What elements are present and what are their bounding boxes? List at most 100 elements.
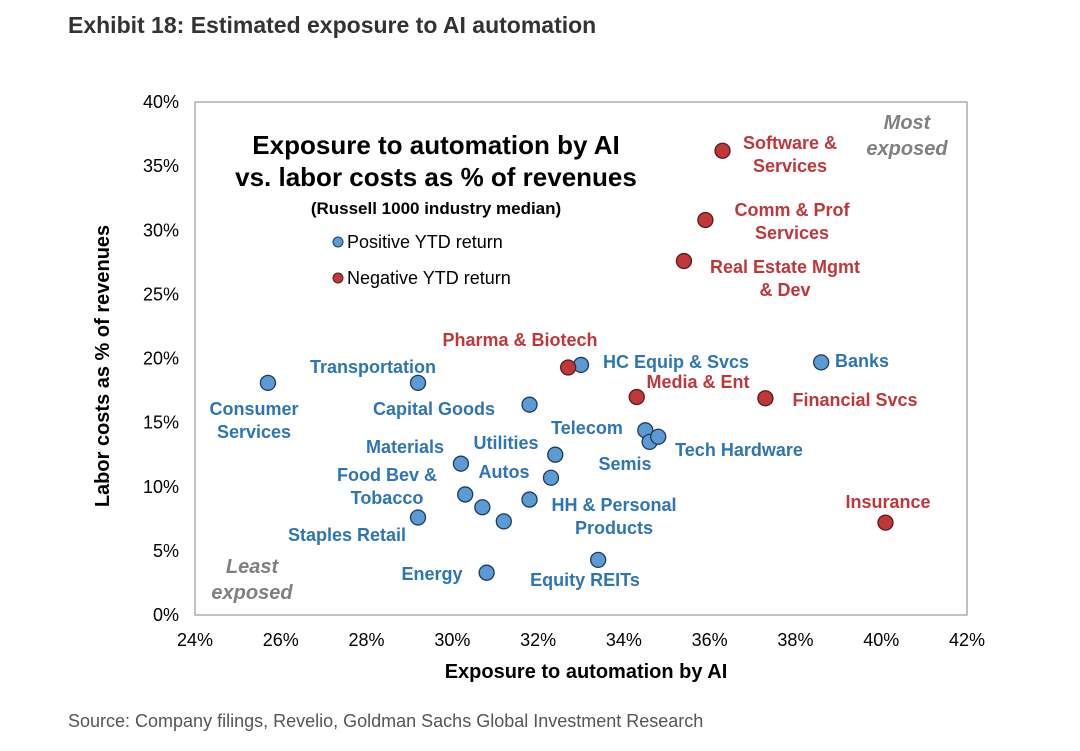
x-tick-label: 26% [263, 630, 299, 650]
point-label-line: Comm & Prof [734, 200, 850, 220]
chart-title-line-1: Exposure to automation by AI [252, 130, 619, 160]
legend-marker-negative [332, 272, 344, 284]
point-label: HH & Personal Products [551, 495, 676, 538]
data-point-13 [495, 513, 512, 530]
point-label-line: Products [575, 518, 653, 538]
point-label: Semis [598, 454, 651, 474]
data-point-0 [259, 374, 277, 392]
legend: Positive YTD return Negative YTD return [332, 232, 511, 288]
point-label-line: HH & Personal [551, 495, 676, 515]
point-label-line: Banks [835, 351, 889, 371]
point-label-line: Semis [598, 454, 651, 474]
data-point-22 [628, 388, 645, 406]
data-point-16 [478, 564, 495, 581]
x-tick-label: 36% [692, 630, 728, 650]
data-point-19 [697, 211, 714, 229]
point-label-line: Real Estate Mgmt [710, 257, 860, 277]
point-label-line: Services [217, 422, 291, 442]
point-label: Tech Hardware [675, 440, 803, 460]
point-label-line: Materials [366, 437, 444, 457]
point-label-line: Pharma & Biotech [442, 330, 597, 350]
point-label-line: Software & [743, 133, 837, 153]
point-label-line: Energy [401, 564, 462, 584]
legend-label-positive: Positive YTD return [347, 232, 503, 252]
x-tick-label: 34% [606, 630, 642, 650]
y-tick-label: 20% [143, 349, 179, 369]
data-point-10 [452, 455, 470, 472]
data-point-20 [675, 252, 693, 270]
x-tick-label: 32% [520, 630, 556, 650]
x-tick-label: 38% [777, 630, 813, 650]
y-tick-label: 35% [143, 156, 179, 176]
point-label: Real Estate Mgmt & Dev [710, 257, 860, 300]
legend-marker-positive [332, 236, 344, 248]
x-tick-label: 28% [349, 630, 385, 650]
point-label-line: Financial Svcs [792, 390, 917, 410]
point-label: HC Equip & Svcs [603, 352, 749, 372]
most-exposed-line-1: Most [884, 112, 932, 134]
x-tick-label: 40% [863, 630, 899, 650]
legend-label-negative: Negative YTD return [347, 268, 511, 288]
y-tick-label: 25% [143, 284, 179, 304]
point-label-line: Tech Hardware [675, 440, 803, 460]
data-point-14 [521, 491, 538, 508]
data-point-18 [714, 142, 731, 159]
point-label-line: Services [755, 223, 829, 243]
data-point-4 [813, 354, 830, 371]
x-tick-label: 24% [177, 630, 213, 650]
point-label: Comm & Prof Services [734, 200, 850, 243]
point-label-line: Consumer [209, 399, 298, 419]
point-label: Capital Goods [373, 399, 495, 419]
point-label-line: Transportation [310, 357, 436, 377]
least-exposed-line-1: Least [226, 556, 280, 578]
point-label-line: Food Bev & [337, 465, 437, 485]
data-point-15 [409, 509, 427, 526]
point-label-line: Services [753, 156, 827, 176]
data-point-21 [559, 359, 577, 376]
y-tick-label: 40% [143, 92, 179, 112]
point-label: Autos [479, 462, 530, 482]
point-label-line: Media & Ent [646, 372, 749, 392]
y-tick-label: 30% [143, 220, 179, 240]
data-point-2 [521, 396, 538, 413]
x-axis-label: Exposure to automation by AI [445, 661, 728, 683]
y-tick-label: 0% [153, 605, 179, 625]
point-label: Equity REITs [530, 570, 640, 590]
point-label-line: Telecom [551, 418, 623, 438]
point-label-line: Utilities [473, 433, 538, 453]
data-point-17 [590, 551, 607, 569]
data-point-23 [757, 390, 774, 407]
point-label: Consumer Services [209, 399, 298, 442]
data-point-24 [877, 514, 894, 531]
data-point-11 [457, 486, 474, 503]
scatter-chart: 0% 5% 10% 15% 20% 25% 30% 35% 40% 24% 26% 28% 30% 32… [92, 92, 985, 683]
point-label-line: Capital Goods [373, 399, 495, 419]
point-label-line: Equity REITs [530, 570, 640, 590]
least-exposed-line-2: exposed [211, 582, 293, 604]
point-label: Media & Ent [646, 372, 749, 392]
y-axis-label: Labor costs as % of revenues [92, 225, 114, 507]
point-label: Staples Retail [288, 525, 406, 545]
x-tick-label: 30% [434, 630, 470, 650]
point-label: Software & Services [743, 133, 837, 176]
point-label-line: & Dev [759, 280, 810, 300]
point-label-line: Autos [479, 462, 530, 482]
point-label: Pharma & Biotech [442, 330, 597, 350]
exhibit-title: Exhibit 18: Estimated exposure to AI aut… [68, 12, 597, 38]
point-label: Telecom [551, 418, 623, 438]
point-label-line: Staples Retail [288, 525, 406, 545]
x-tick-label: 42% [949, 630, 985, 650]
data-point-12 [474, 499, 491, 516]
point-label: Food Bev & Tobacco [337, 465, 437, 508]
point-label: Financial Svcs [792, 390, 917, 410]
point-label-line: Tobacco [351, 488, 424, 508]
source-note: Source: Company filings, Revelio, Goldma… [68, 711, 704, 731]
data-point-9 [542, 469, 560, 486]
y-tick-label: 10% [143, 477, 179, 497]
point-label: Transportation [310, 357, 436, 377]
y-tick-label: 15% [143, 413, 179, 433]
point-label: Insurance [845, 492, 930, 512]
data-point-1 [409, 374, 427, 392]
chart-title-line-2: vs. labor costs as % of revenues [235, 162, 637, 192]
point-label: Banks [835, 351, 889, 371]
